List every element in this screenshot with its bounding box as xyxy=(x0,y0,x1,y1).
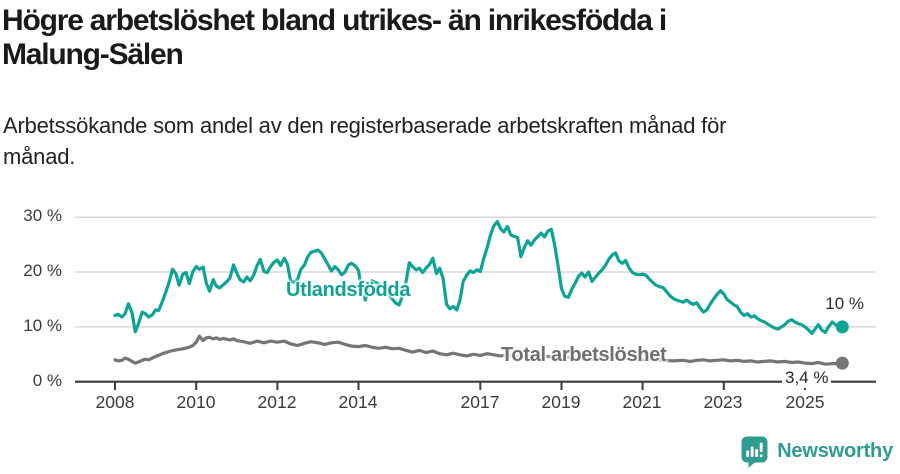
foreign-born-end-dot xyxy=(835,320,849,334)
newsworthy-logo-text: Newsworthy xyxy=(777,440,893,462)
x-tick-2019: 2019 xyxy=(541,392,581,412)
y-tick-20: 20 % xyxy=(23,261,62,280)
x-tick-2023: 2023 xyxy=(703,392,743,412)
x-tick-2017: 2017 xyxy=(460,392,500,412)
newsworthy-logo: Newsworthy xyxy=(740,435,893,468)
x-tick-2012: 2012 xyxy=(257,392,297,412)
y-tick-10: 10 % xyxy=(23,316,62,335)
x-tick-2021: 2021 xyxy=(622,392,662,412)
speech-bubble-bar-chart-icon xyxy=(741,436,768,468)
total-end-dot xyxy=(835,356,849,370)
x-tick-2025: 2025 xyxy=(785,392,825,412)
end-value-foreign-born: 10 % xyxy=(825,294,864,313)
page-title: Högre arbetslöshet bland utrikes- än inr… xyxy=(2,4,667,71)
y-tick-0: 0 % xyxy=(32,371,62,390)
y-tick-30: 30 % xyxy=(23,206,62,225)
series-label-utlandsfodda: Utlandsfödda xyxy=(286,279,411,301)
chart-subtitle: Arbetssökande som andel av den registerb… xyxy=(3,113,727,169)
x-tick-2008: 2008 xyxy=(95,392,135,412)
series-label-total: Total arbetslöshet xyxy=(501,344,667,366)
end-value-total: 3,4 % xyxy=(782,368,832,388)
total-unemployment-line xyxy=(113,334,844,366)
x-tick-2010: 2010 xyxy=(176,392,216,412)
x-tick-2014: 2014 xyxy=(338,392,378,412)
x-axis-ticks xyxy=(114,382,806,390)
foreign-born-line xyxy=(113,220,844,335)
